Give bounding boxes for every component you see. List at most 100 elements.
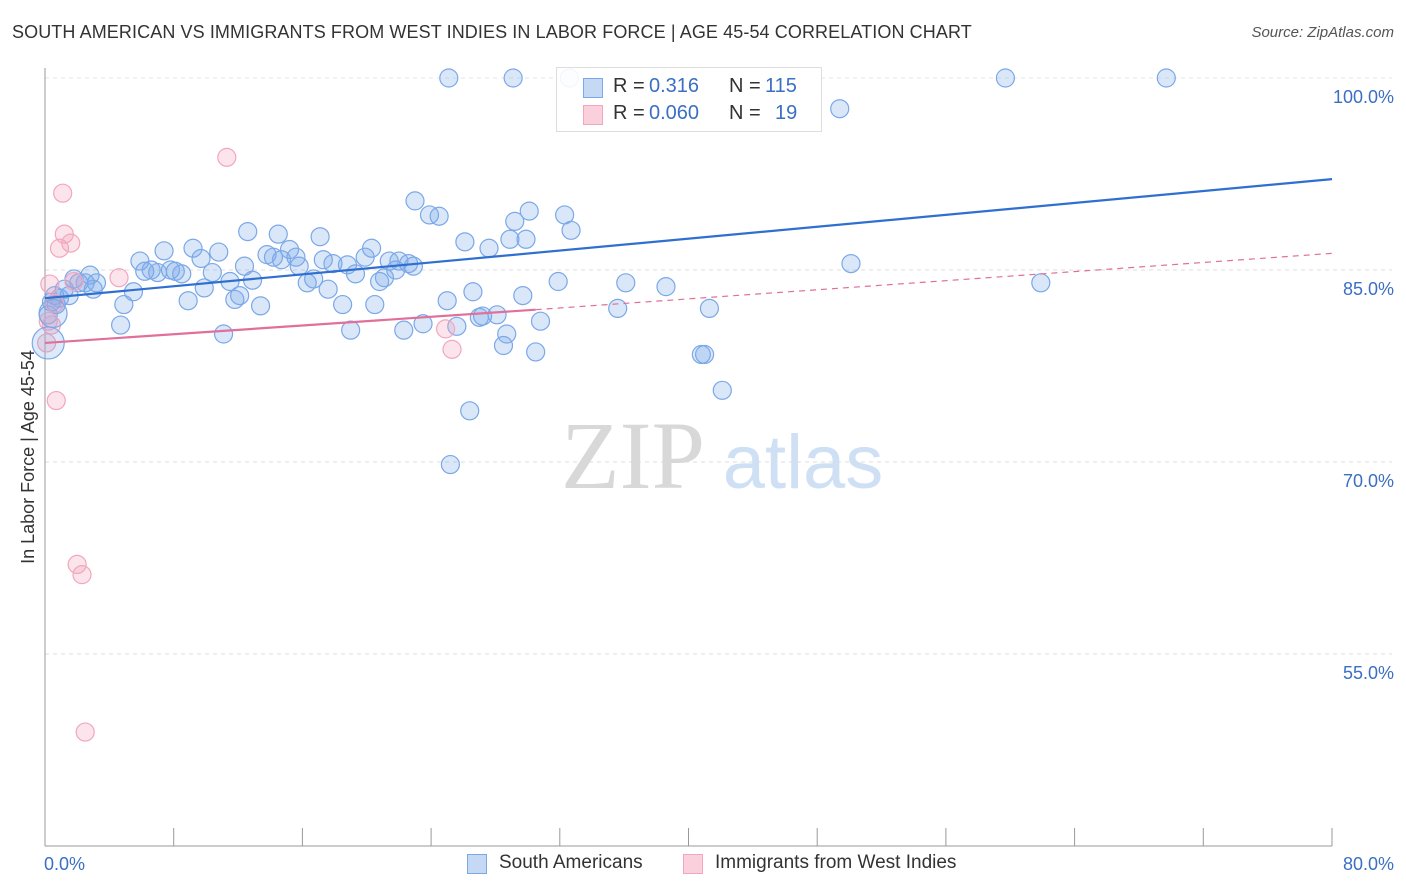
y-axis-title: In Labor Force | Age 45-54 <box>18 350 38 564</box>
point-south-americans <box>712 380 732 400</box>
point-west-indies <box>442 339 462 359</box>
point-west-indies <box>53 183 73 203</box>
point-south-americans <box>341 320 361 340</box>
watermark-zip: ZIP <box>561 402 705 509</box>
point-south-americans <box>455 232 475 252</box>
point-west-indies <box>40 274 60 294</box>
point-south-americans <box>250 296 271 316</box>
point-south-americans <box>505 211 525 231</box>
bottom-legend-swatch-pink <box>683 854 703 874</box>
grid-lines <box>45 77 1392 655</box>
point-south-americans <box>318 279 338 299</box>
point-south-americans <box>1156 68 1176 88</box>
point-south-americans <box>513 286 533 306</box>
point-south-americans <box>111 315 131 335</box>
point-south-americans <box>202 262 222 283</box>
point-south-americans <box>519 201 539 221</box>
point-west-indies <box>72 565 92 585</box>
point-south-americans <box>830 99 850 119</box>
stats-legend: R = 0.316 N = 115 R = 0.060 N = 19 <box>556 67 822 132</box>
point-south-americans <box>178 291 198 311</box>
point-west-indies <box>217 147 237 167</box>
point-south-americans <box>608 298 628 318</box>
watermark: ZIP atlas <box>561 402 883 509</box>
point-west-indies <box>61 233 81 253</box>
legend-r-label: R = <box>613 102 645 124</box>
point-south-americans <box>394 320 414 340</box>
bottom-legend-label: Immigrants from West Indies <box>715 852 957 873</box>
point-west-indies <box>67 554 87 575</box>
y-tick-label: 70.0% <box>1343 471 1394 491</box>
source-note: Source: ZipAtlas.com <box>1251 24 1394 41</box>
y-tick-label: 100.0% <box>1333 87 1394 107</box>
point-south-americans <box>268 224 288 244</box>
point-south-americans <box>114 294 134 315</box>
point-south-americans <box>447 316 467 336</box>
trend-line-west-indies-extension <box>535 252 1333 311</box>
trend-line-south-americans <box>44 178 1333 300</box>
point-south-americans <box>479 238 499 258</box>
chart-title: SOUTH AMERICAN VS IMMIGRANTS FROM WEST I… <box>12 22 972 42</box>
point-south-americans <box>493 335 514 356</box>
point-south-americans <box>616 273 636 293</box>
bottom-legend-south-americans: South Americans <box>467 852 667 878</box>
point-south-americans <box>503 68 523 88</box>
point-south-americans <box>526 342 546 362</box>
point-south-americans <box>472 306 493 326</box>
point-south-americans <box>1031 273 1051 293</box>
point-south-americans <box>213 324 234 344</box>
point-south-americans <box>289 256 309 276</box>
point-south-americans-cluster <box>38 298 68 329</box>
legend-r-label: R = <box>613 75 645 97</box>
point-south-americans <box>429 206 449 226</box>
watermark-atlas: atlas <box>723 420 884 505</box>
x-tick-label-max: 80.0% <box>1343 854 1394 874</box>
point-south-americans <box>460 401 480 421</box>
point-south-americans <box>500 229 520 249</box>
point-south-americans <box>403 256 424 276</box>
legend-n-value: 115 <box>765 75 797 97</box>
point-south-americans <box>699 298 720 318</box>
point-south-americans <box>279 239 300 260</box>
point-south-americans <box>413 314 433 334</box>
bottom-legend-west-indies: Immigrants from West Indies <box>683 852 983 878</box>
point-south-americans <box>439 68 459 88</box>
point-south-americans <box>656 277 676 297</box>
point-west-indies <box>64 271 84 292</box>
point-west-indies <box>46 390 66 411</box>
x-tick-label-min: 0.0% <box>44 854 85 874</box>
legend-n-label: N = <box>729 75 761 97</box>
point-south-americans <box>86 273 107 293</box>
point-south-americans <box>123 282 144 302</box>
point-south-americans <box>361 238 382 258</box>
y-tick-labels: 100.0% 85.0% 70.0% 55.0% <box>1333 87 1394 683</box>
y-tick-label: 55.0% <box>1343 663 1394 683</box>
point-south-americans <box>333 294 353 315</box>
point-south-americans <box>530 311 551 331</box>
point-south-americans <box>230 286 250 306</box>
point-south-americans <box>487 305 507 325</box>
point-south-americans <box>419 205 440 225</box>
point-south-americans <box>154 241 174 261</box>
bottom-legend-label: South Americans <box>499 852 643 873</box>
x-ticks <box>44 828 1333 846</box>
point-south-americans <box>365 294 385 315</box>
legend-r-value: 0.316 <box>649 75 700 97</box>
point-south-americans <box>209 242 229 262</box>
point-south-americans <box>183 238 203 258</box>
legend-row-south-americans: R = 0.316 N = 115 <box>557 75 821 101</box>
legend-swatch-pink <box>583 105 603 125</box>
legend-row-west-indies: R = 0.060 N = 19 <box>557 102 821 128</box>
point-south-americans <box>191 248 211 269</box>
legend-swatch-blue <box>583 78 603 98</box>
point-south-americans <box>172 264 192 284</box>
point-west-indies <box>75 722 95 742</box>
point-south-americans <box>345 264 366 284</box>
point-west-indies <box>435 319 456 339</box>
y-tick-label: 85.0% <box>1343 279 1394 299</box>
legend-n-value: 19 <box>775 102 798 124</box>
point-south-americans <box>405 191 425 211</box>
point-south-americans <box>841 254 861 274</box>
point-south-americans <box>463 282 483 302</box>
